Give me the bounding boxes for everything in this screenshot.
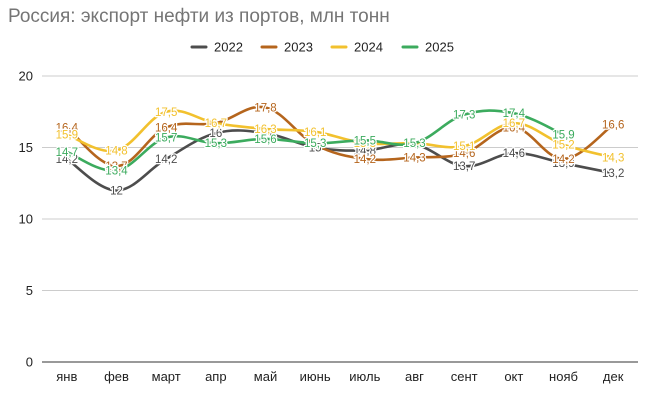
data-label-2024: 16,3 [254,124,276,136]
x-axis: янв фев март апр май июнь июль авг сент окт нояб де… [56,369,623,384]
data-label-2023: 16,6 [602,120,624,132]
data-label-2023: 14,2 [354,154,376,166]
x-tick-label: июнь [300,369,331,384]
data-label-2024: 16,7 [205,118,227,130]
data-label-2025: 15,3 [403,138,425,150]
data-label-2025: 15,7 [155,132,177,144]
data-label-2022: 16 [209,128,222,140]
y-tick-label: 10 [19,212,33,227]
data-label-2024: 15,9 [56,130,78,142]
data-label-2025: 17,3 [453,110,475,122]
data-label-2022: 14,2 [155,154,177,166]
data-label-2022: 14,8 [354,145,376,157]
x-tick-label: май [254,369,277,384]
legend: 2022 2023 2024 2025 [190,40,454,55]
x-tick-label: март [152,369,181,384]
data-label-2022: 14,6 [503,148,525,160]
legend-label-2025: 2025 [425,40,454,55]
data-label-2025: 17,4 [503,108,526,120]
data-label-2025: 15,3 [304,138,326,150]
data-label-2024: 15,2 [552,140,574,152]
data-label-2025: 13,4 [105,165,128,177]
data-label-2023: 16,4 [155,122,178,134]
data-label-2022: 14,2 [56,154,78,166]
data-label-2024: 17,5 [155,107,177,119]
data-label-2025: 15,3 [205,138,227,150]
data-label-2025: 15,5 [354,135,376,147]
x-tick-label: дек [603,369,624,384]
x-tick-label: сент [451,369,478,384]
data-label-2024: 15,3 [354,138,376,150]
x-tick-label: фев [104,369,129,384]
data-label-2024: 16,7 [503,118,525,130]
y-tick-label: 5 [26,283,33,298]
series-line-2024 [65,109,615,159]
x-tick-label: июль [349,369,380,384]
data-label-2024: 14,3 [602,153,624,165]
series-line-2022 [65,129,615,192]
legend-label-2022: 2022 [214,40,243,55]
series-line-2023 [65,105,615,168]
data-label-2025: 15,6 [254,134,276,146]
x-tick-label: окт [504,369,523,384]
data-label-2023: 14,3 [403,153,425,165]
data-label-2024: 15,1 [453,141,475,153]
data-label-2022: 13,7 [453,161,475,173]
chart-title: Россия: экспорт нефти из портов, млн тон… [8,6,390,27]
series-lines [65,105,615,192]
data-label-2022: 15 [309,143,322,155]
data-label-2025: 14,7 [56,147,78,159]
y-tick-label: 0 [26,355,33,370]
y-tick-label: 15 [19,140,33,155]
data-label-2023: 14,6 [453,148,475,160]
data-label-2022: 13,9 [552,158,574,170]
data-label-2023: 13,7 [105,161,127,173]
data-label-2025: 15,9 [552,130,574,142]
y-axis: 0 5 10 15 20 [19,69,33,370]
data-label-2023: 14,2 [552,154,574,166]
y-tick-label: 20 [19,69,33,84]
data-label-2022: 13,2 [602,168,624,180]
legend-label-2023: 2023 [284,40,313,55]
data-label-2024: 14,8 [105,145,127,157]
data-label-2023: 16,4 [503,122,526,134]
x-tick-label: авг [405,369,424,384]
x-tick-label: апр [205,369,227,384]
data-label-2022: 12 [110,185,123,197]
data-label-2024: 16,1 [304,127,326,139]
data-label-2023: 17,8 [254,102,276,114]
series-line-2025 [65,109,565,172]
legend-label-2024: 2024 [354,40,383,55]
grid-lines [42,75,638,363]
x-tick-label: янв [56,369,77,384]
x-tick-label: нояб [549,369,578,384]
data-label-2023: 16,4 [56,122,79,134]
